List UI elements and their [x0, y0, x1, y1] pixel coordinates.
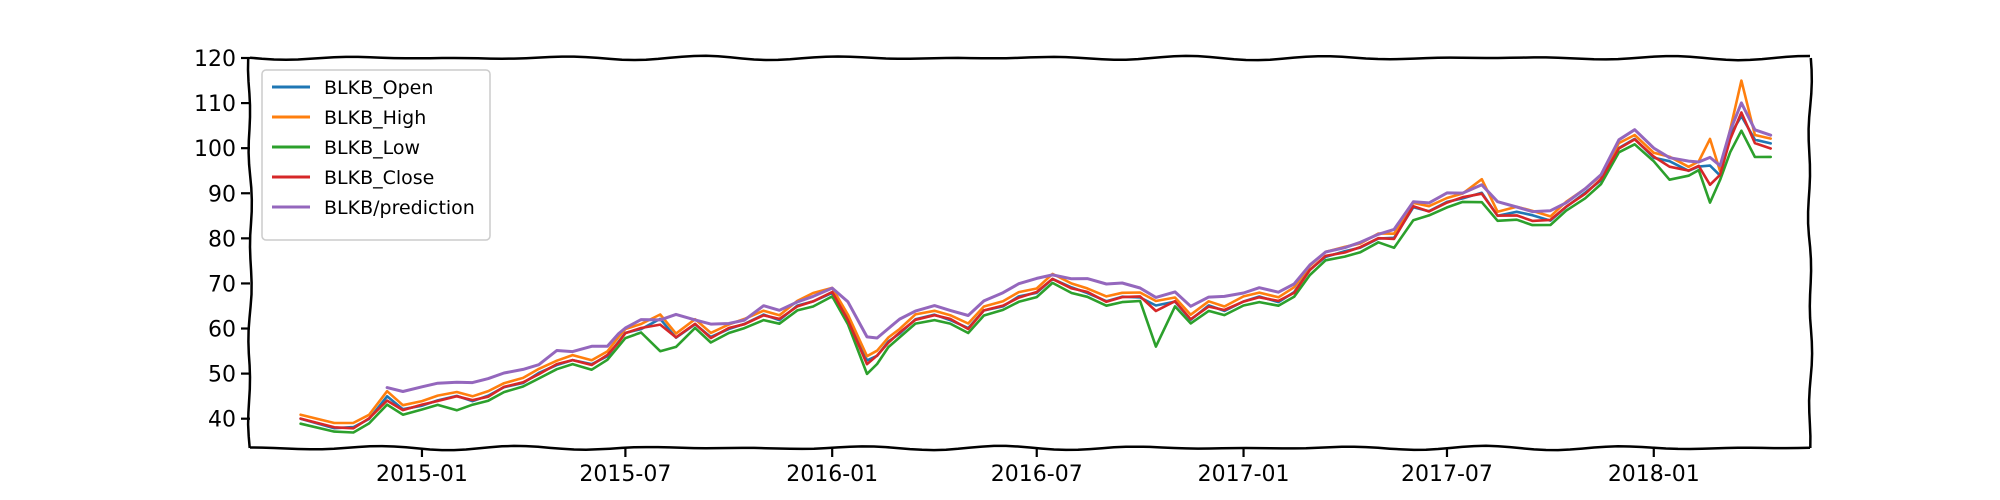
y-tick-label: 80	[208, 227, 236, 252]
axes-layer: 40 50 60 70 80 90 100 110 120 2015-01 2015-07 2016-…	[194, 47, 1700, 487]
legend-label: BLKB_Close	[324, 167, 434, 189]
series-line-blkb-prediction	[385, 101, 1773, 393]
x-tick-label: 2017-01	[1198, 462, 1290, 487]
y-tick-label: 40	[208, 408, 236, 433]
y-tick-label: 90	[208, 182, 236, 207]
legend: BLKB_Open BLKB_High BLKB_Low BLKB_Close BLKB…	[261, 69, 491, 241]
legend-box	[261, 69, 491, 241]
x-tick-label: 2016-07	[991, 462, 1083, 487]
y-tick-label: 100	[194, 137, 236, 162]
plot-frame	[246, 54, 1814, 452]
frame-left	[246, 57, 254, 449]
series-layer	[299, 79, 1773, 434]
x-tick-label: 2016-01	[786, 462, 878, 487]
legend-label: BLKB_High	[324, 107, 426, 129]
x-tick-label: 2018-01	[1608, 462, 1700, 487]
frame-bottom	[249, 444, 1811, 452]
series-line-blkb-open	[299, 114, 1772, 430]
frame-top	[249, 54, 1811, 62]
series-line-blkb-high	[299, 79, 1772, 425]
legend-label: BLKB/prediction	[324, 197, 475, 219]
y-tick-label: 110	[194, 92, 236, 117]
x-tick-label: 2017-07	[1401, 462, 1493, 487]
x-tick-label: 2015-01	[376, 462, 468, 487]
x-tick-label: 2015-07	[579, 462, 671, 487]
frame-right	[1806, 57, 1814, 449]
legend-label: BLKB_Open	[324, 77, 433, 99]
y-tick-label: 50	[208, 363, 236, 388]
series-line-blkb-low	[299, 129, 1772, 434]
y-tick-label: 70	[208, 272, 236, 297]
legend-label: BLKB_Low	[324, 137, 420, 159]
y-tick-label: 120	[194, 47, 236, 72]
y-tick-label: 60	[208, 318, 236, 343]
series-line-blkb-close	[299, 111, 1772, 430]
